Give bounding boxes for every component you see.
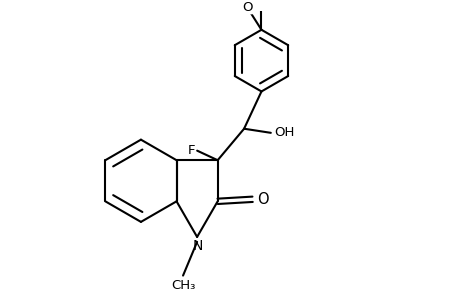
Text: O: O [257,192,269,207]
Text: N: N [192,239,203,253]
Text: OH: OH [274,126,294,139]
Text: CH₃: CH₃ [170,279,195,292]
Text: O: O [241,1,252,14]
Text: F: F [187,144,195,157]
